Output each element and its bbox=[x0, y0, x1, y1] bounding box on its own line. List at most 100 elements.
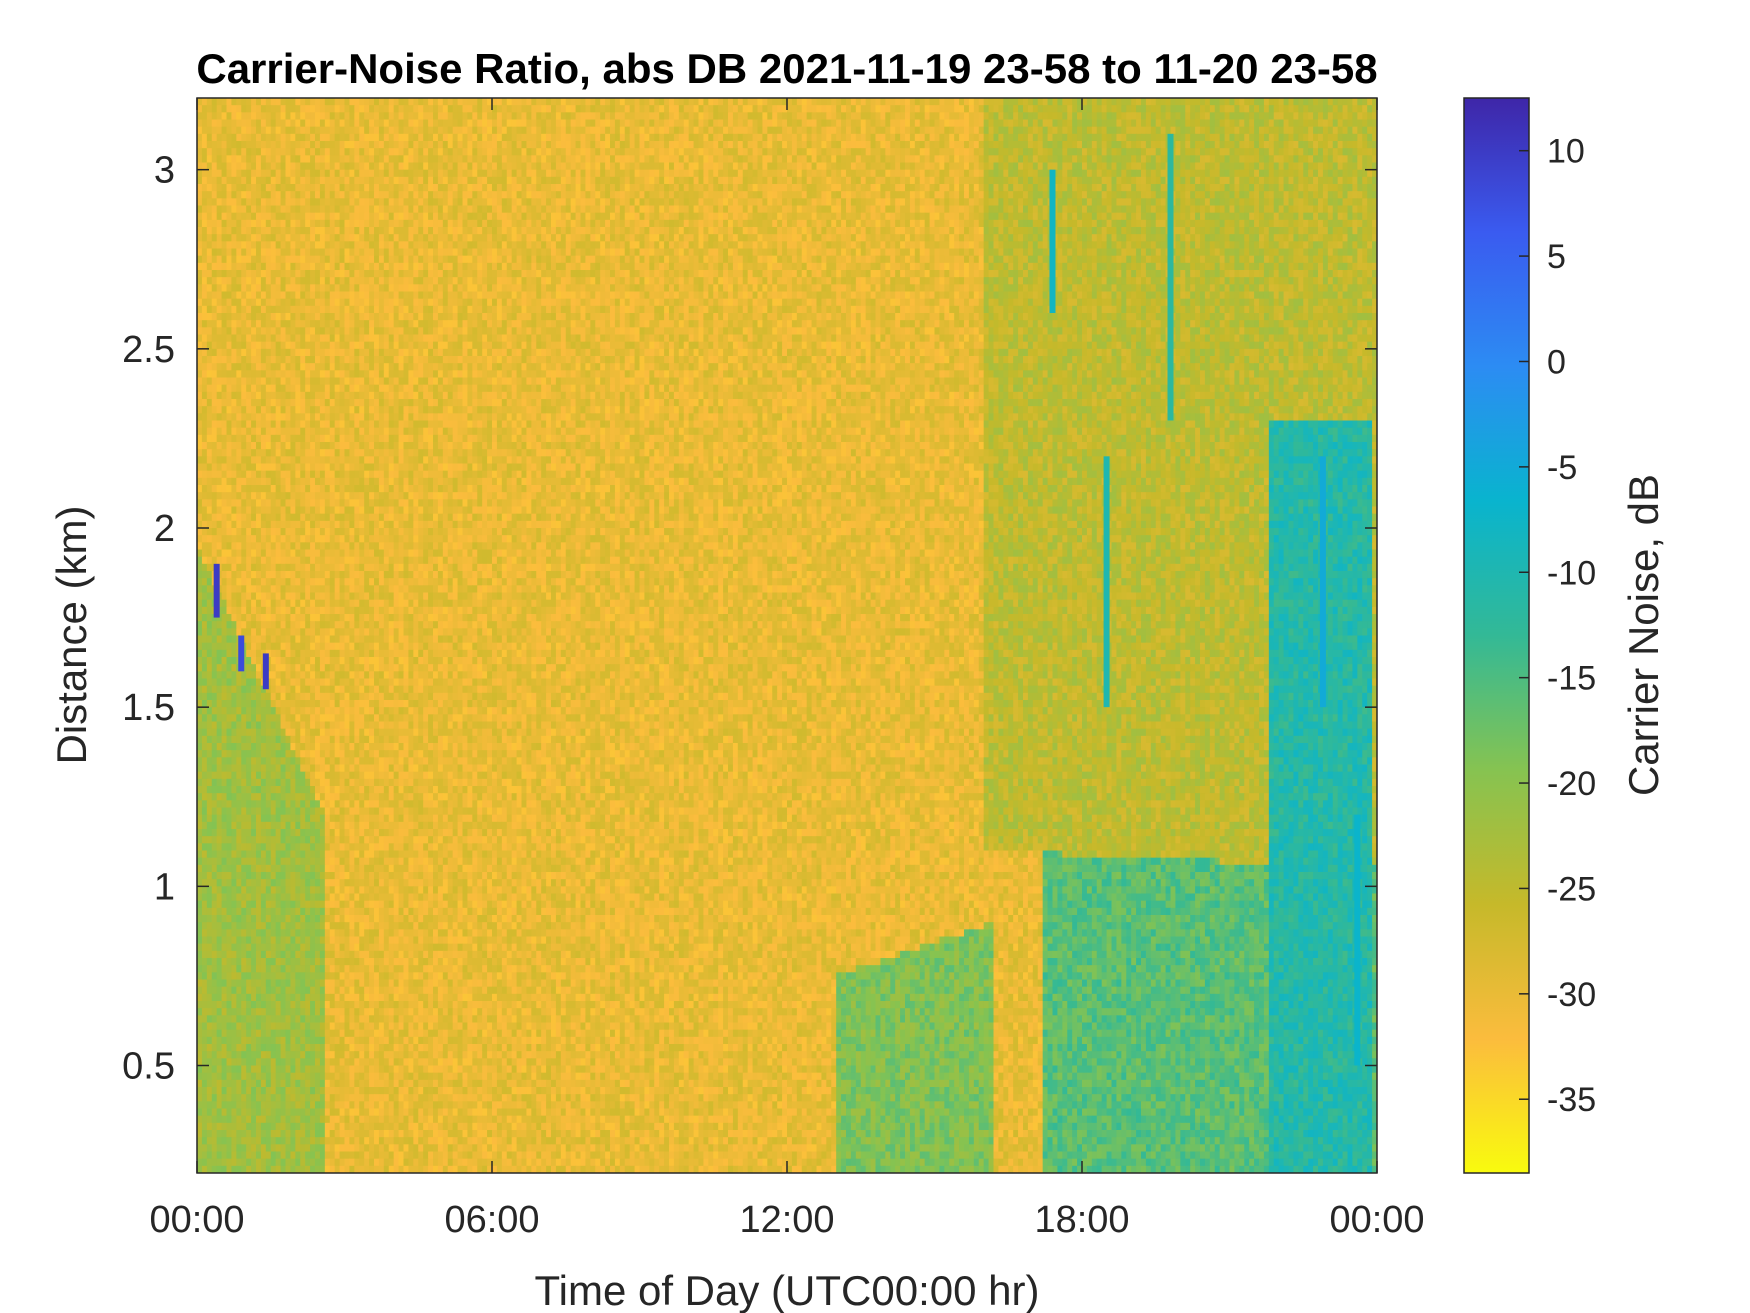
heatmap-cell bbox=[339, 198, 346, 207]
heatmap-cell bbox=[511, 169, 518, 178]
heatmap-cell bbox=[1180, 105, 1186, 113]
heatmap-cell bbox=[536, 227, 542, 235]
heatmap-cell bbox=[954, 98, 960, 106]
heatmap-cell bbox=[1229, 112, 1236, 121]
heatmap-cell bbox=[870, 176, 877, 185]
heatmap-cell bbox=[718, 184, 724, 192]
heatmap-cell bbox=[1204, 219, 1211, 228]
heatmap-cell bbox=[610, 205, 616, 214]
heatmap-cell bbox=[265, 212, 272, 221]
heatmap-cell bbox=[334, 212, 341, 221]
heatmap-cell bbox=[403, 227, 410, 235]
heatmap-cell bbox=[649, 119, 655, 128]
heatmap-cell bbox=[718, 212, 724, 221]
heatmap-cell bbox=[270, 105, 277, 113]
heatmap-cell bbox=[973, 234, 980, 242]
heatmap-cell bbox=[909, 112, 916, 121]
heatmap-cell bbox=[378, 198, 385, 207]
heatmap-cell bbox=[787, 162, 793, 171]
heatmap-cell bbox=[1200, 133, 1206, 142]
heatmap-cell bbox=[767, 169, 773, 178]
heatmap-cell bbox=[973, 241, 980, 250]
heatmap-cell bbox=[1318, 212, 1324, 221]
heatmap-cell bbox=[354, 155, 360, 164]
heatmap-cell bbox=[496, 219, 503, 228]
heatmap-cell bbox=[457, 227, 464, 235]
heatmap-cell bbox=[531, 241, 537, 250]
heatmap-cell bbox=[1155, 119, 1162, 128]
heatmap-cell bbox=[614, 212, 621, 221]
heatmap-cell bbox=[1096, 205, 1103, 214]
heatmap-cell bbox=[629, 126, 636, 135]
heatmap-cell bbox=[772, 119, 778, 128]
heatmap-cell bbox=[433, 198, 439, 207]
heatmap-cell bbox=[433, 133, 439, 142]
heatmap-cell bbox=[787, 133, 793, 142]
heatmap-cell bbox=[870, 126, 877, 135]
heatmap-cell bbox=[1042, 148, 1049, 156]
heatmap-cell bbox=[644, 184, 650, 192]
heatmap-cell bbox=[565, 198, 572, 207]
heatmap-cell bbox=[521, 112, 528, 121]
heatmap-cell bbox=[1042, 234, 1049, 242]
heatmap-cell bbox=[541, 198, 547, 207]
heatmap-cell bbox=[201, 133, 208, 142]
heatmap-cell bbox=[939, 169, 945, 178]
heatmap-cell bbox=[688, 98, 695, 106]
heatmap-cell bbox=[619, 148, 626, 156]
heatmap-cell bbox=[206, 198, 213, 207]
heatmap-cell bbox=[1322, 112, 1329, 121]
heatmap-cell bbox=[398, 184, 405, 192]
heatmap-cell bbox=[354, 241, 360, 250]
heatmap-cell bbox=[216, 105, 223, 113]
heatmap-cell bbox=[570, 219, 577, 228]
heatmap-cell bbox=[924, 162, 931, 171]
heatmap-cell bbox=[600, 205, 606, 214]
heatmap-cell bbox=[423, 133, 429, 142]
heatmap-cell bbox=[1136, 112, 1142, 121]
heatmap-cell bbox=[791, 234, 798, 242]
heatmap-cell bbox=[723, 126, 729, 135]
heatmap-cell bbox=[1209, 205, 1216, 214]
heatmap-cell bbox=[914, 191, 921, 199]
heatmap-cell bbox=[339, 205, 346, 214]
heatmap-cell bbox=[737, 234, 744, 242]
heatmap-cell bbox=[772, 219, 778, 228]
heatmap-cell bbox=[472, 176, 478, 185]
heatmap-cell bbox=[796, 212, 803, 221]
heatmap-cell bbox=[457, 155, 464, 164]
heatmap-cell bbox=[1037, 241, 1044, 250]
heatmap-cell bbox=[728, 133, 734, 142]
heatmap-cell bbox=[423, 148, 429, 156]
heatmap-cell bbox=[1072, 148, 1078, 156]
heatmap-cell bbox=[280, 212, 287, 221]
heatmap-cell bbox=[988, 169, 995, 178]
heatmap-cell bbox=[1160, 205, 1167, 214]
heatmap-cell bbox=[560, 162, 567, 171]
heatmap-cell bbox=[290, 227, 296, 235]
heatmap-cell bbox=[226, 133, 233, 142]
heatmap-cell bbox=[546, 198, 552, 207]
heatmap-cell bbox=[772, 184, 778, 192]
heatmap-cell bbox=[1195, 234, 1201, 242]
heatmap-cell bbox=[777, 105, 783, 113]
heatmap-cell bbox=[909, 133, 916, 142]
heatmap-cell bbox=[895, 162, 901, 171]
heatmap-cell bbox=[1337, 148, 1344, 156]
heatmap-cell bbox=[1283, 148, 1290, 156]
heatmap-cell bbox=[1234, 205, 1240, 214]
heatmap-cell bbox=[1357, 219, 1363, 228]
heatmap-cell bbox=[418, 155, 424, 164]
heatmap-cell bbox=[467, 205, 473, 214]
heatmap-cell bbox=[211, 105, 218, 113]
heatmap-cell bbox=[767, 148, 773, 156]
heatmap-cell bbox=[275, 176, 282, 185]
heatmap-cell bbox=[737, 227, 744, 235]
heatmap-cell bbox=[777, 205, 783, 214]
heatmap-cell bbox=[909, 98, 916, 106]
heatmap-cell bbox=[211, 198, 218, 207]
heatmap-cell bbox=[457, 119, 464, 128]
heatmap-cell bbox=[1219, 234, 1226, 242]
heatmap-cell bbox=[1327, 112, 1334, 121]
heatmap-cell bbox=[300, 169, 306, 178]
